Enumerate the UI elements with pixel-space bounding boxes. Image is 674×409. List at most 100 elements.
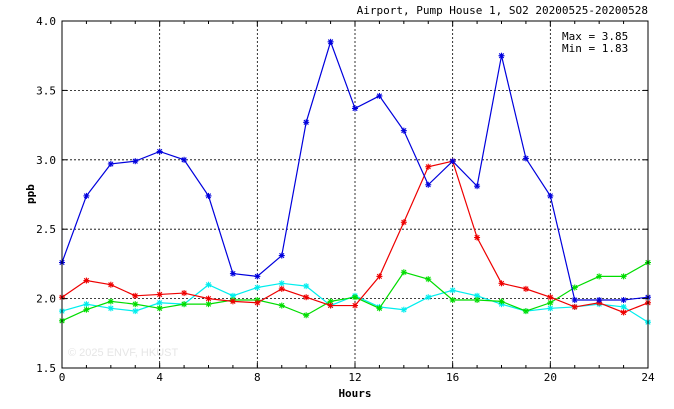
y-tick-label: 2.5 xyxy=(36,223,56,236)
y-tick-label: 4.0 xyxy=(36,15,56,28)
max-stat: Max = 3.85 xyxy=(562,30,628,43)
series-3 xyxy=(59,259,651,324)
data-point xyxy=(107,281,114,288)
data-point xyxy=(83,192,90,199)
y-tick-label: 2.0 xyxy=(36,293,56,306)
data-point xyxy=(181,301,188,308)
data-point xyxy=(107,160,114,167)
data-point xyxy=(498,298,505,305)
data-point xyxy=(278,285,285,292)
data-point xyxy=(278,252,285,259)
watermark: © 2025 ENVF, HKUST xyxy=(68,347,178,359)
data-point xyxy=(620,273,627,280)
data-point xyxy=(547,192,554,199)
data-point xyxy=(449,287,456,294)
data-point xyxy=(327,302,334,309)
x-tick-label: 8 xyxy=(254,371,261,384)
x-tick-label: 16 xyxy=(446,371,459,384)
series-line xyxy=(61,261,649,322)
min-stat: Min = 1.83 xyxy=(562,42,628,55)
data-point xyxy=(229,270,236,277)
grid xyxy=(62,21,648,368)
data-point xyxy=(571,284,578,291)
y-tick-label: 3.0 xyxy=(36,154,56,167)
x-axis-title: Hours xyxy=(338,387,371,400)
data-point xyxy=(181,290,188,297)
x-tick-label: 0 xyxy=(59,371,66,384)
data-point xyxy=(205,192,212,199)
data-point xyxy=(376,305,383,312)
data-point xyxy=(474,183,481,190)
data-point xyxy=(596,296,603,303)
data-point xyxy=(132,308,139,315)
data-point xyxy=(83,301,90,308)
data-point xyxy=(376,92,383,99)
data-point xyxy=(229,298,236,305)
data-point xyxy=(303,119,310,126)
data-point xyxy=(107,305,114,312)
data-point xyxy=(400,219,407,226)
data-point xyxy=(620,296,627,303)
data-point xyxy=(156,305,163,312)
data-point xyxy=(352,302,358,309)
data-point xyxy=(205,301,212,308)
y-tick-label: 3.5 xyxy=(36,84,56,97)
data-point xyxy=(474,234,481,241)
data-point xyxy=(474,296,481,303)
data-point xyxy=(376,273,383,280)
data-point xyxy=(522,285,529,292)
data-point xyxy=(449,158,456,165)
data-point xyxy=(303,283,310,290)
data-point xyxy=(522,308,529,315)
data-point xyxy=(474,292,481,299)
data-point xyxy=(352,294,358,301)
data-point xyxy=(83,306,90,313)
y-axis-title: ppb xyxy=(24,184,37,204)
data-point xyxy=(278,280,285,287)
chart-title: Airport, Pump House 1, SO2 20200525-2020… xyxy=(357,4,648,17)
data-point xyxy=(278,302,285,309)
data-point xyxy=(571,303,578,310)
data-point xyxy=(254,284,261,291)
data-point xyxy=(400,269,407,276)
data-point xyxy=(205,295,212,302)
data-point xyxy=(132,301,139,308)
data-point xyxy=(571,296,578,303)
data-point xyxy=(156,148,163,155)
data-point xyxy=(620,303,627,310)
data-point xyxy=(229,292,236,299)
data-point xyxy=(352,105,358,112)
data-point xyxy=(596,273,603,280)
data-point xyxy=(547,299,554,306)
data-point xyxy=(254,273,261,280)
x-tick-label: 24 xyxy=(641,371,655,384)
x-tick-label: 20 xyxy=(544,371,557,384)
data-point xyxy=(327,38,334,45)
data-point xyxy=(425,163,432,170)
data-point xyxy=(181,156,188,163)
x-axis: 0 4 8 12 16 20 24 xyxy=(59,21,655,384)
data-point xyxy=(498,52,505,59)
data-point xyxy=(303,294,310,301)
data-point xyxy=(522,155,529,162)
data-point xyxy=(425,181,432,188)
data-point xyxy=(498,280,505,287)
data-point xyxy=(547,305,554,312)
x-tick-label: 4 xyxy=(156,371,163,384)
y-axis: 1.5 2.0 2.5 3.0 3.5 4.0 xyxy=(36,15,648,375)
data-point xyxy=(83,277,90,284)
data-point xyxy=(156,299,163,306)
data-point xyxy=(254,299,261,306)
data-point xyxy=(547,294,554,301)
data-point xyxy=(425,276,432,283)
data-point xyxy=(400,127,407,134)
data-point xyxy=(425,294,432,301)
y-tick-label: 1.5 xyxy=(36,362,56,375)
data-point xyxy=(132,292,139,299)
data-point xyxy=(132,158,139,165)
data-point xyxy=(620,309,627,316)
data-point xyxy=(156,291,163,298)
data-point xyxy=(400,306,407,313)
data-point xyxy=(205,281,212,288)
